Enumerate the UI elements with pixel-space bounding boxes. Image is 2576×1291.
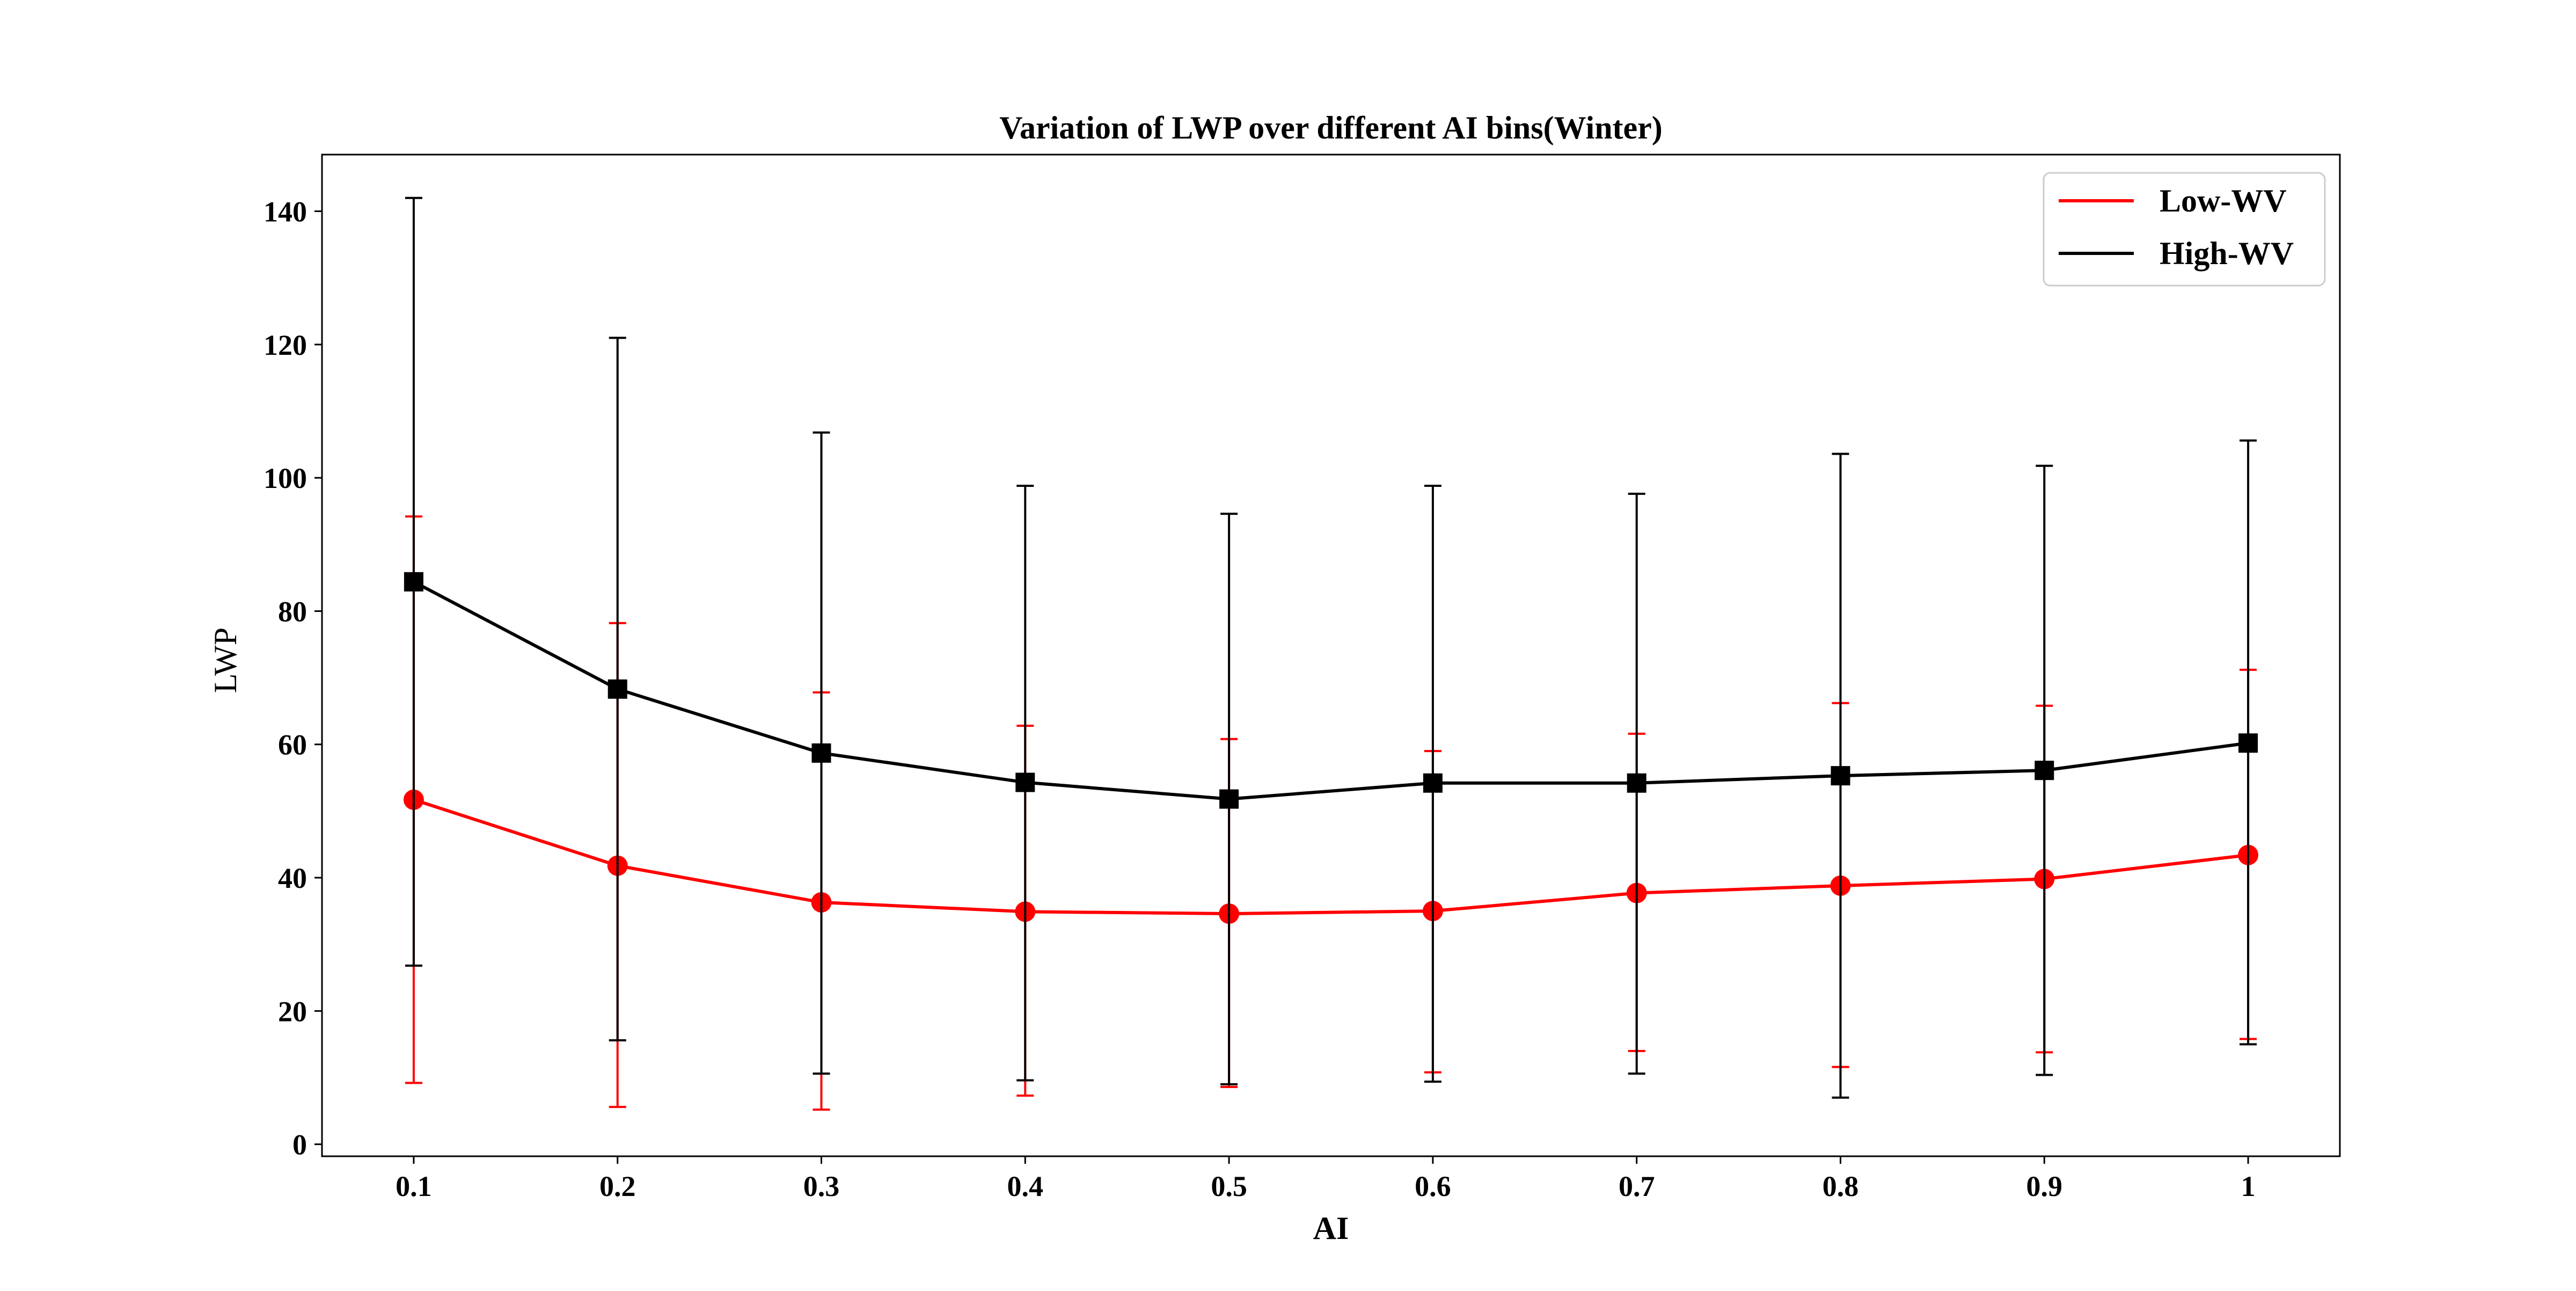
x-tick-label: 0.3: [803, 1170, 840, 1202]
y-tick-label: 20: [278, 995, 307, 1027]
data-point-high-wv: [1015, 772, 1035, 792]
chart-title: Variation of LWP over different AI bins(…: [999, 110, 1663, 145]
plot-area: [403, 196, 2259, 1111]
data-point-high-wv: [1423, 773, 1443, 793]
y-tick-label: 80: [278, 595, 307, 628]
x-tick-label: 0.6: [1415, 1170, 1451, 1202]
legend-label-high-wv: High-WV: [2160, 236, 2294, 271]
y-tick-label: 40: [278, 862, 307, 894]
data-point-high-wv: [2035, 761, 2054, 781]
x-tick-label: 1: [2241, 1170, 2256, 1202]
data-point-high-wv: [2238, 733, 2258, 753]
y-tick-label: 140: [264, 196, 307, 228]
series-line-high-wv: [413, 580, 2249, 801]
data-point-high-wv: [1627, 773, 1646, 793]
x-axis: 0.1 0.2 0.3 0.4 0.5 0.6 0.7 0.8 0.9 1: [396, 1156, 2256, 1202]
y-axis: 0 20 40 60 80 100 120 140: [264, 196, 322, 1161]
x-tick-label: 0.2: [599, 1170, 636, 1202]
y-tick-label: 60: [278, 729, 307, 761]
y-axis-label: LWP: [208, 628, 243, 693]
plot-frame: [321, 154, 2341, 1157]
x-tick-label: 0.5: [1211, 1170, 1247, 1202]
data-point-high-wv: [608, 679, 627, 699]
y-tick-label: 100: [264, 462, 307, 494]
x-tick-label: 0.7: [1619, 1170, 1655, 1202]
x-tick-label: 0.8: [1823, 1170, 1859, 1202]
x-tick-label: 0.9: [2026, 1170, 2063, 1202]
data-point-high-wv: [1219, 789, 1239, 809]
data-point-high-wv: [404, 572, 423, 592]
data-point-high-wv: [811, 743, 831, 763]
legend: Low-WV High-WV: [2043, 172, 2326, 287]
legend-label-low-wv: Low-WV: [2160, 183, 2287, 218]
x-tick-label: 0.1: [396, 1170, 432, 1202]
x-axis-label: AI: [1313, 1210, 1349, 1246]
y-tick-label: 120: [264, 329, 307, 361]
x-tick-label: 0.4: [1007, 1170, 1044, 1202]
series-high-wv: [404, 196, 2258, 1099]
series-line-low-wv: [413, 798, 2249, 916]
y-tick-label: 0: [292, 1129, 307, 1161]
data-point-high-wv: [1831, 766, 1850, 786]
